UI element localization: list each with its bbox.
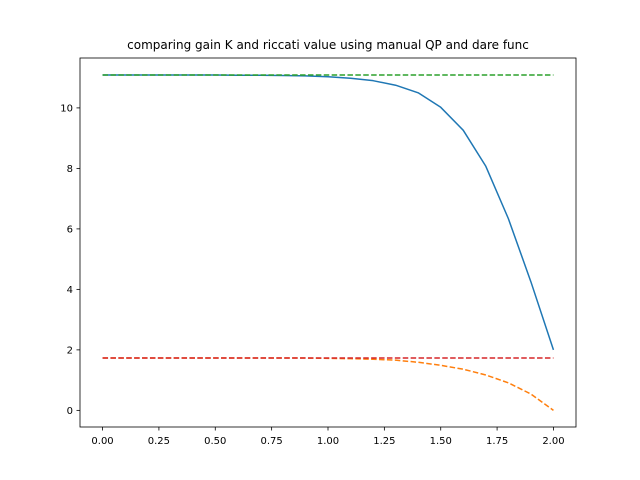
y-tick-label: 2 bbox=[67, 345, 73, 356]
x-tick-label: 1.50 bbox=[430, 436, 452, 447]
x-tick-label: 0.00 bbox=[91, 436, 113, 447]
y-tick-label: 6 bbox=[67, 224, 73, 235]
plot-frame bbox=[79, 57, 577, 428]
tick-layer: 0.00 0.25 0.50 0.75 1.00 1.25 1.50 1.75 2.00 0 2 4 6… bbox=[60, 103, 564, 447]
series-layer bbox=[102, 74, 555, 411]
x-tick-label: 2.00 bbox=[542, 436, 564, 447]
y-tick-label: 4 bbox=[67, 285, 73, 296]
x-tick-label: 0.75 bbox=[261, 436, 283, 447]
chart-title: comparing gain K and riccati value using… bbox=[127, 38, 529, 52]
x-tick-label: 0.25 bbox=[148, 436, 170, 447]
y-tick-label: 8 bbox=[67, 164, 73, 175]
y-tick-label: 10 bbox=[60, 103, 73, 114]
x-tick-label: 1.75 bbox=[486, 436, 508, 447]
x-tick-label: 1.25 bbox=[373, 436, 395, 447]
y-tick-label: 0 bbox=[67, 406, 73, 417]
x-tick-label: 0.50 bbox=[204, 436, 226, 447]
x-tick-label: 1.00 bbox=[317, 436, 339, 447]
